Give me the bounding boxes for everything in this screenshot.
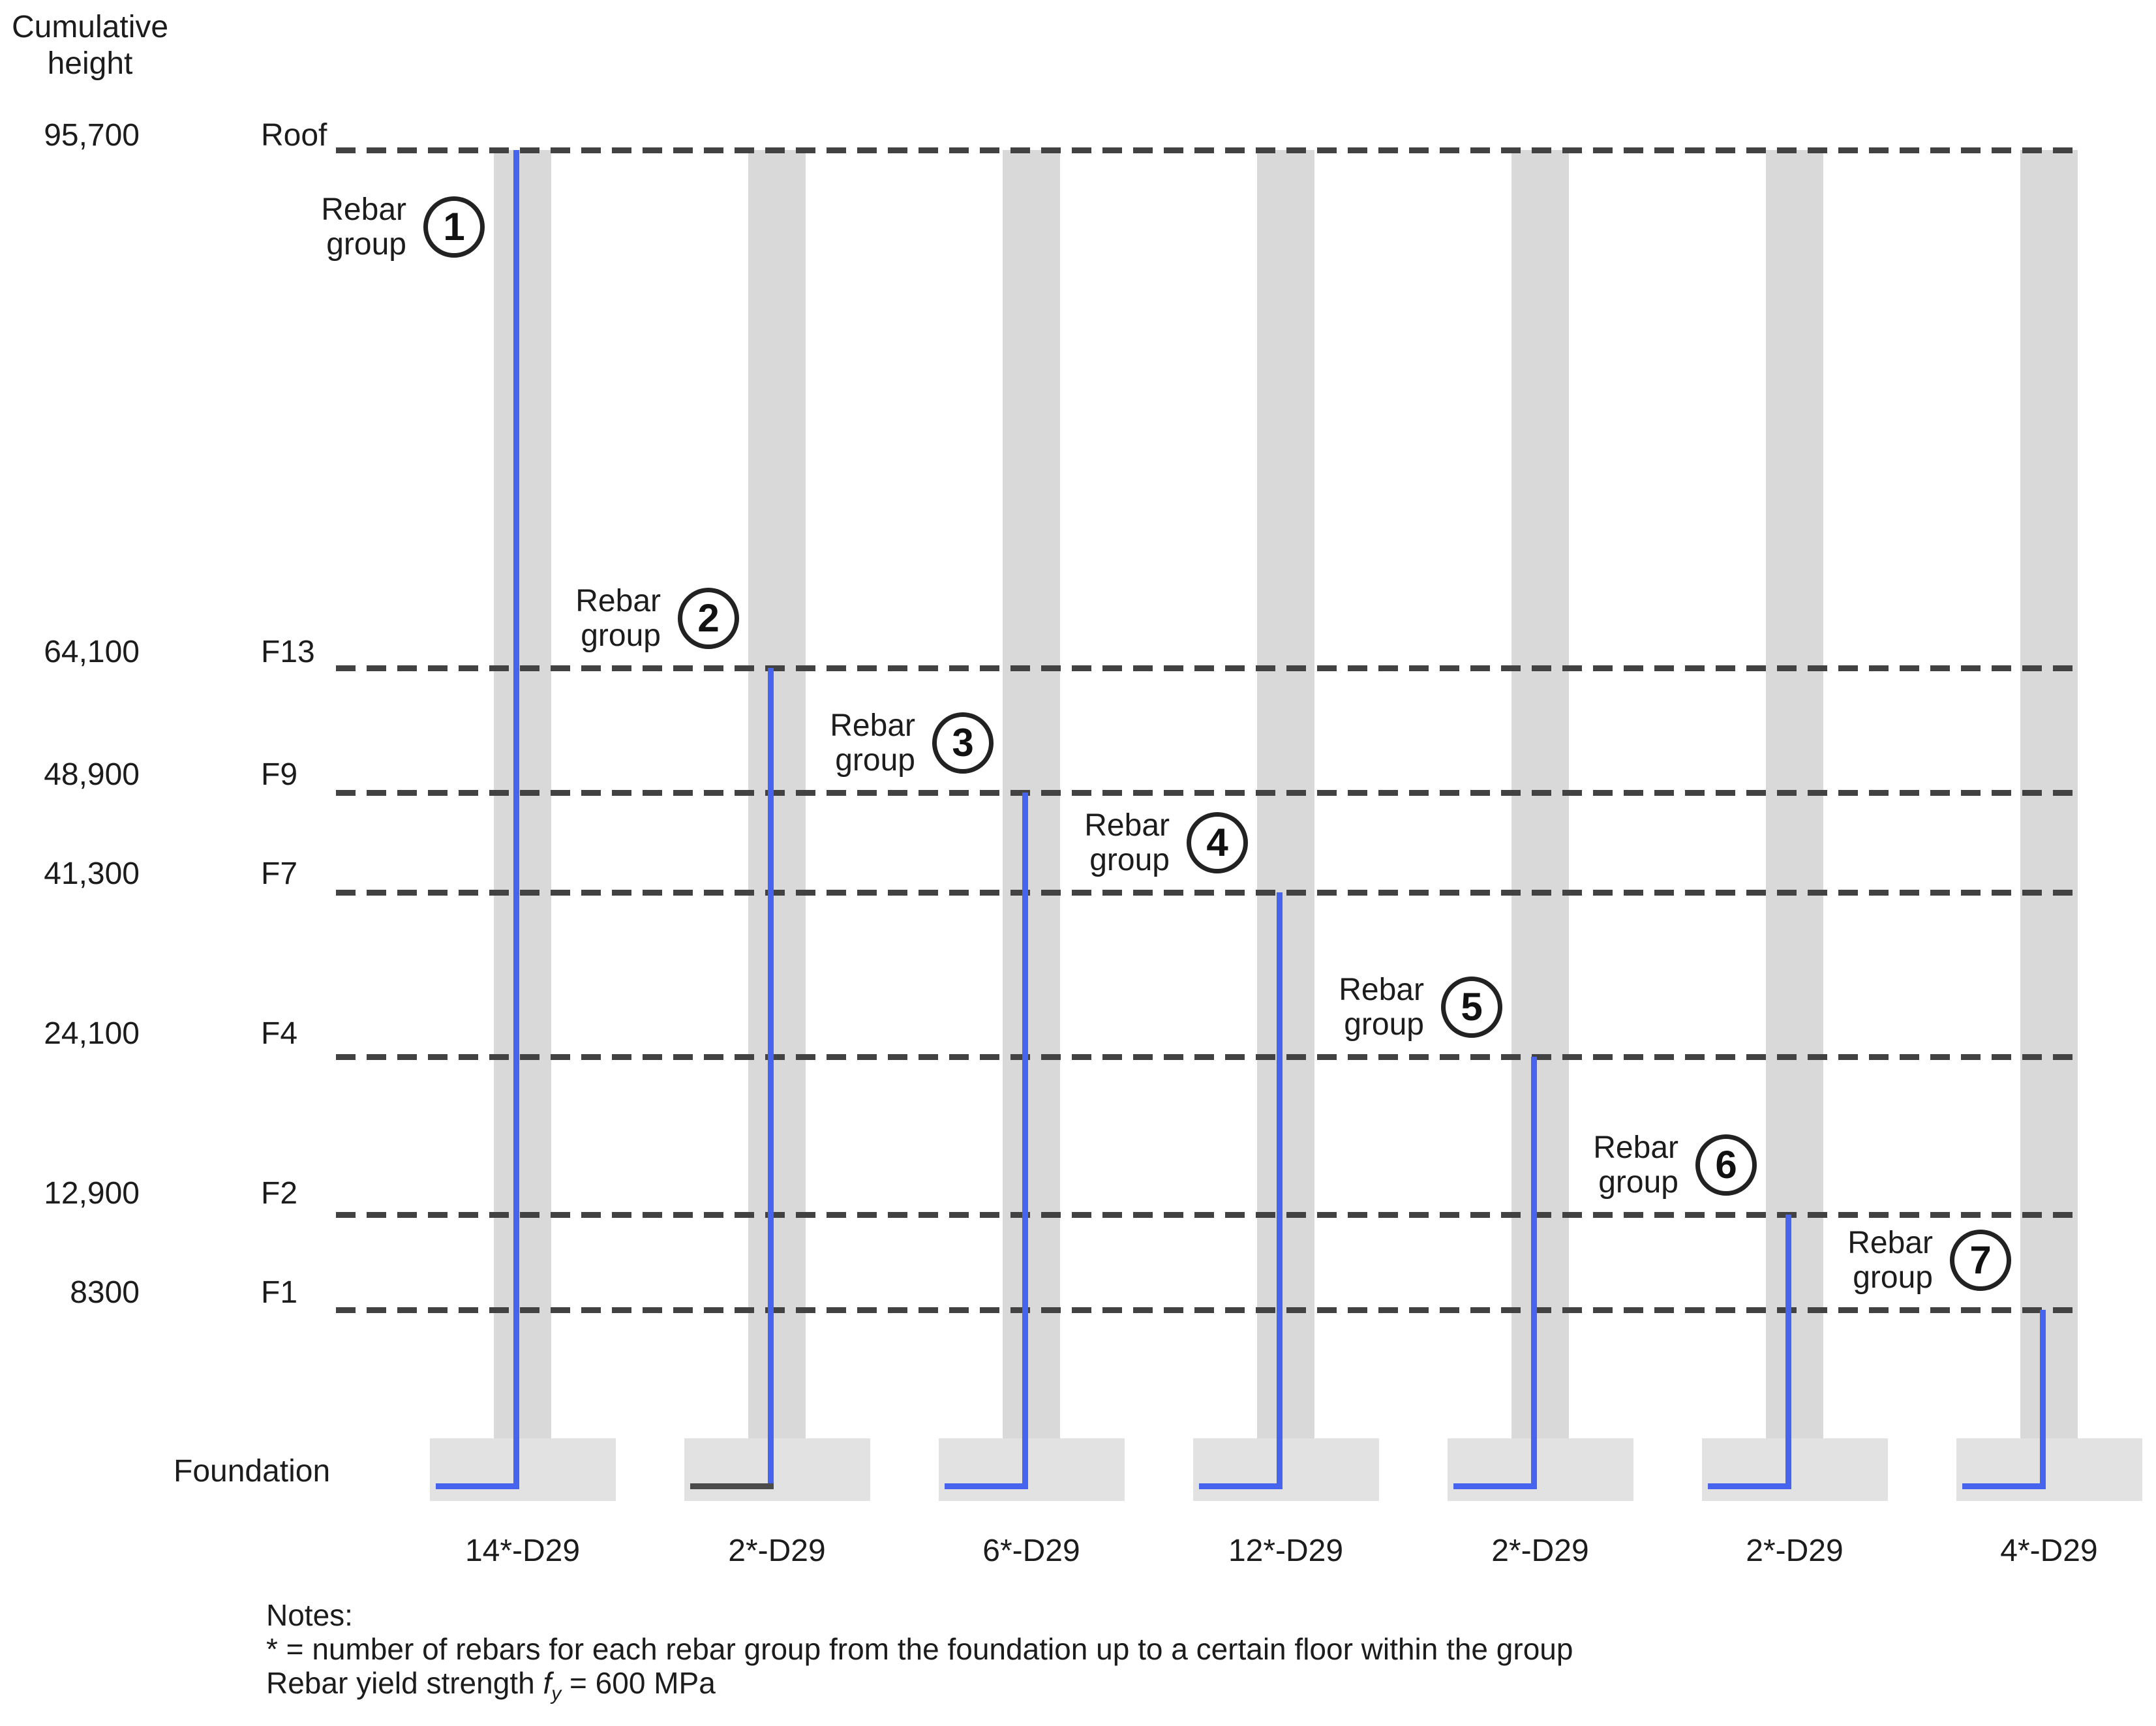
notes-block: Notes: * = number of rebars for each reb… (266, 1598, 1573, 1704)
floor-label: F9 (261, 757, 298, 792)
rebar-group-label-line1: Rebar (321, 192, 406, 227)
footing (938, 1438, 1125, 1501)
rebar-foundation-leg (1707, 1483, 1791, 1489)
rebar-group-label-line2: group (1089, 843, 1170, 877)
footing (1447, 1438, 1633, 1501)
cumulative-height-value: 95,700 (44, 118, 140, 153)
floor-dashed-line (336, 1212, 2078, 1218)
rebar-group-label-text: Rebar group (321, 192, 406, 262)
column-rebar-size-label: 14*-D29 (464, 1534, 581, 1568)
column-rebar-size-label: 2*-D29 (1491, 1534, 1589, 1568)
rebar-foundation-leg (944, 1483, 1028, 1489)
fy-subscript-y: y (551, 1683, 562, 1705)
group-number-circle: 4 (1187, 812, 1248, 873)
rebar-group-label-text: Rebar group (575, 584, 661, 653)
cumulative-height-value: 12,900 (44, 1176, 140, 1211)
axis-title-line1: Cumulative (11, 10, 169, 44)
rebar-group-label-line1: Rebar (575, 584, 661, 618)
floor-dashed-line (336, 790, 2078, 796)
cumulative-height-value: 41,300 (44, 856, 140, 891)
floor-dashed-line (336, 147, 2078, 153)
rebar-foundation-leg (690, 1483, 774, 1489)
column-rebar-size-label: 2*-D29 (1746, 1534, 1844, 1568)
rebar-vertical-line (1277, 892, 1283, 1489)
rebar-group-label-text: Rebar group (1847, 1226, 1933, 1295)
rebar-group-label-line2: group (326, 227, 406, 262)
rebar-group-label-text: Rebar group (1084, 808, 1170, 877)
notes-heading: Notes: (266, 1598, 353, 1632)
floor-label: F2 (261, 1176, 298, 1211)
fy-italic-f: f (543, 1666, 552, 1700)
group-number-circle: 1 (423, 196, 485, 258)
notes-yield-prefix: Rebar yield strength (266, 1666, 543, 1700)
group-number-circle: 2 (678, 588, 739, 649)
rebar-group-label: Rebar group 5 (1339, 971, 1502, 1044)
column-rebar-size-label: 4*-D29 (2000, 1534, 2098, 1568)
rebar-group-label: Rebar group 6 (1593, 1128, 1757, 1202)
floor-dashed-line (336, 665, 2078, 671)
floor-dashed-line (336, 1307, 2078, 1313)
rebar-group-label-line2: group (835, 743, 915, 778)
cumulative-height-value: 48,900 (44, 757, 140, 792)
rebar-group-label-line1: Rebar (1084, 808, 1170, 843)
notes-yield-strength: Rebar yield strength fy = 600 MPa (266, 1666, 1573, 1704)
rebar-group-label-line1: Rebar (1847, 1226, 1933, 1260)
rebar-vertical-line (1531, 1057, 1537, 1489)
rebar-group-label-line2: group (1344, 1007, 1424, 1042)
rebar-group-label-line2: group (1853, 1260, 1933, 1295)
group-number-circle: 3 (932, 712, 994, 774)
rebar-group-label-line1: Rebar (830, 708, 915, 743)
footing (1192, 1438, 1379, 1501)
rebar-group-label-line2: group (1598, 1165, 1678, 1200)
rebar-foundation-leg (1453, 1483, 1537, 1489)
group-number-circle: 5 (1441, 977, 1502, 1038)
rebar-foundation-leg (1198, 1483, 1283, 1489)
floor-label: F7 (261, 856, 298, 891)
floor-label: F1 (261, 1275, 298, 1310)
floor-label: F13 (261, 635, 315, 669)
axis-title-line2: height (47, 46, 133, 81)
rebar-vertical-line (1022, 793, 1028, 1489)
rebar-group-label: Rebar group 4 (1084, 806, 1248, 879)
floor-dashed-line (336, 890, 2078, 896)
column-rebar-size-label: 12*-D29 (1228, 1534, 1344, 1568)
rebar-group-label-line2: group (581, 618, 661, 653)
rebar-vertical-line (768, 668, 774, 1489)
notes-yield-suffix: = 600 MPa (561, 1666, 716, 1700)
rebar-vertical-line (2040, 1310, 2046, 1489)
rebar-vertical-line (513, 150, 519, 1489)
floor-label: Roof (261, 118, 327, 153)
cumulative-height-value: 64,100 (44, 635, 140, 669)
rebar-group-label-line1: Rebar (1593, 1130, 1678, 1165)
rebar-foundation-leg (1962, 1483, 2046, 1489)
floor-label: F4 (261, 1016, 298, 1051)
rebar-group-label: Rebar group 1 (321, 190, 485, 264)
column-rebar-size-label: 6*-D29 (982, 1534, 1080, 1568)
footing (1701, 1438, 1888, 1501)
notes-asterisk-definition: * = number of rebars for each rebar grou… (266, 1632, 1573, 1666)
axis-title: Cumulative height (9, 9, 171, 82)
cumulative-height-value: 24,100 (44, 1016, 140, 1051)
rebar-group-label-text: Rebar group (830, 708, 915, 778)
rebar-group-label-line1: Rebar (1339, 973, 1424, 1007)
cumulative-height-value: 8300 (70, 1275, 140, 1310)
footing (429, 1438, 616, 1501)
group-number-circle: 7 (1950, 1230, 2011, 1291)
floor-dashed-line (336, 1054, 2078, 1060)
rebar-foundation-leg (435, 1483, 519, 1489)
group-number-circle: 6 (1695, 1134, 1757, 1196)
rebar-group-label: Rebar group 3 (830, 706, 994, 780)
column-rebar-size-label: 2*-D29 (728, 1534, 826, 1568)
rebar-group-label: Rebar group 2 (575, 582, 739, 655)
rebar-group-label: Rebar group 7 (1847, 1224, 2011, 1297)
rebar-group-label-text: Rebar group (1593, 1130, 1678, 1200)
foundation-label: Foundation (174, 1454, 331, 1489)
footing (1956, 1438, 2142, 1501)
rebar-vertical-line (1785, 1215, 1791, 1489)
rebar-group-label-text: Rebar group (1339, 973, 1424, 1042)
footing (684, 1438, 870, 1501)
fy-symbol: fy (543, 1666, 561, 1704)
